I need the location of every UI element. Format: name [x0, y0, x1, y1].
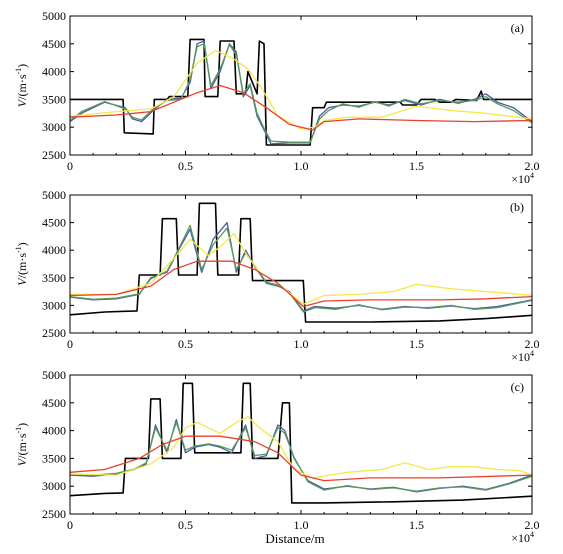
x-tick-label: 1.5 — [409, 159, 424, 173]
series-line-3 — [69, 421, 533, 492]
x-tick-label: 0.5 — [178, 337, 193, 351]
panel-label: (b) — [510, 200, 524, 214]
x-tick-label: 0 — [67, 159, 73, 173]
y-tick-label: 4000 — [42, 243, 66, 257]
y-tick-label: 5000 — [42, 9, 66, 23]
y-tick-label: 3000 — [42, 479, 66, 493]
series-line-4 — [69, 49, 533, 130]
x-multiplier: ×104 — [511, 349, 534, 364]
y-tick-label: 3000 — [42, 120, 66, 134]
y-axis-label: V/(m·s-1) — [14, 423, 29, 466]
chart-panel-1: 0 0.5 1.0 1.5 2.0 2500 3000 3500 4000 4500 5000 V/(… — [14, 9, 540, 186]
x-tick-label: 0.5 — [178, 159, 193, 173]
y-tick-label: 4000 — [42, 65, 66, 79]
series-line-5 — [69, 435, 533, 482]
series-line-2 — [69, 221, 533, 312]
y-tick-label: 4000 — [42, 424, 66, 438]
x-tick-label: 1.0 — [294, 337, 309, 351]
y-tick-label: 3500 — [42, 92, 66, 106]
x-tick-label: 1.0 — [294, 159, 309, 173]
x-tick-label: 0.5 — [178, 518, 193, 532]
x-multiplier: ×104 — [511, 171, 534, 186]
series-line-3 — [69, 43, 533, 143]
x-tick-label: 1.5 — [409, 518, 424, 532]
series-line-5 — [69, 84, 533, 131]
y-tick-label: 2500 — [42, 148, 66, 162]
x-axis-label: Distance/m — [265, 531, 324, 546]
y-axis-label: V/(m·s-1) — [14, 242, 29, 285]
series-line-1 — [69, 202, 533, 323]
y-tick-label: 3500 — [42, 271, 66, 285]
axis-frame — [69, 194, 533, 334]
y-axis-label: V/(m·s-1) — [14, 64, 29, 107]
chart-panel-3: 0 0.5 1.0 1.5 2.0 2500 3000 3500 4000 4500 5000 V/(… — [14, 368, 540, 546]
series-line-5 — [69, 260, 533, 308]
panel-label: (a) — [511, 21, 524, 35]
x-tick-label: 2.0 — [525, 518, 540, 532]
y-tick-label: 2500 — [42, 326, 66, 340]
y-tick-label: 4500 — [42, 396, 66, 410]
series-line-2 — [69, 418, 533, 493]
y-tick-label: 3000 — [42, 298, 66, 312]
x-tick-label: 0 — [67, 518, 73, 532]
y-tick-label: 3500 — [42, 451, 66, 465]
series-line-1 — [69, 382, 533, 504]
x-tick-label: 2.0 — [525, 159, 540, 173]
panel-label: (c) — [511, 380, 524, 394]
x-multiplier: ×104 — [511, 530, 534, 545]
y-tick-label: 5000 — [42, 188, 66, 202]
y-tick-label: 2500 — [42, 507, 66, 521]
axis-frame — [69, 374, 533, 515]
x-tick-label: 2.0 — [525, 337, 540, 351]
y-tick-label: 4500 — [42, 216, 66, 230]
series-line-2 — [69, 40, 533, 145]
chart-panel-2: 0 0.5 1.0 1.5 2.0 2500 3000 3500 4000 4500 5000 V/(… — [14, 188, 540, 364]
x-tick-label: 1.5 — [409, 337, 424, 351]
y-tick-label: 4500 — [42, 37, 66, 51]
series-line-4 — [69, 416, 533, 479]
x-tick-label: 1.0 — [294, 518, 309, 532]
y-tick-label: 5000 — [42, 368, 66, 382]
x-tick-label: 0 — [67, 337, 73, 351]
